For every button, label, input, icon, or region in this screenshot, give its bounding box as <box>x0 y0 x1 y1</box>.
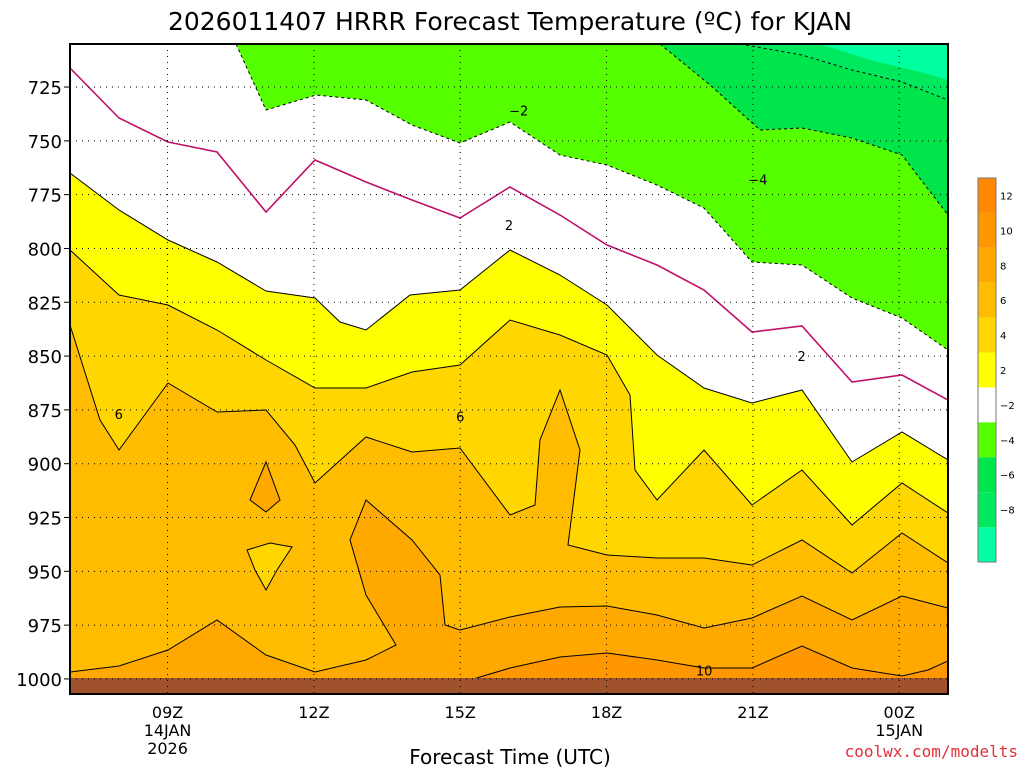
colorbar-segment <box>978 387 996 423</box>
y-tick-label: 1000 <box>16 670 62 691</box>
y-tick-label: 825 <box>28 293 62 314</box>
fill-darkorange-8 <box>70 500 948 694</box>
fill-pocket-darkorange <box>250 462 280 512</box>
colorbar-frame <box>977 177 997 563</box>
colorbar-label: −8 <box>1000 506 1015 517</box>
y-tick-label: 725 <box>28 78 62 99</box>
contour-10 <box>469 645 948 681</box>
colorbar-segment <box>978 282 996 318</box>
contour-minus6 <box>739 44 948 101</box>
y-tick-label: 850 <box>28 347 62 368</box>
colorbar-label: −4 <box>1000 436 1015 447</box>
x-axis-label: Forecast Time (UTC) <box>409 745 611 768</box>
colorbar-segment <box>978 492 996 528</box>
colorbar-label: 6 <box>1000 296 1006 307</box>
colorbar-segment <box>978 247 996 283</box>
colorbar-segment <box>978 422 996 458</box>
x-tick-date: 15JAN <box>875 721 923 740</box>
y-tick-label: 800 <box>28 239 62 260</box>
fill-pocket-lightorange <box>247 543 292 590</box>
contour-label: 2 <box>798 350 806 365</box>
colorbar-label: 4 <box>1000 331 1006 342</box>
y-tick-label: 750 <box>28 132 62 153</box>
colorbar-segment <box>978 178 996 213</box>
contour-8 <box>70 499 948 673</box>
colorbar-segment <box>978 212 996 248</box>
chart-title: 2026011407 HRRR Forecast Temperature (ºC… <box>168 7 852 36</box>
x-tick-label: 00Z <box>884 703 915 722</box>
contour-label: 6 <box>115 408 123 423</box>
colorbar-label: 8 <box>1000 261 1006 272</box>
contour-4 <box>70 249 948 526</box>
y-tick-label: 875 <box>28 401 62 422</box>
colorbar-segment <box>978 317 996 353</box>
contour-pocket-4 <box>246 542 293 592</box>
x-tick-year: 2026 <box>147 739 188 758</box>
contour-label: −4 <box>748 174 767 189</box>
contour-label: 10 <box>696 664 713 679</box>
colorbar-segment <box>978 352 996 388</box>
y-tick-label: 925 <box>28 509 62 530</box>
y-tick-label: 775 <box>28 186 62 207</box>
x-tick-label: 15Z <box>445 703 476 722</box>
y-tick-label: 975 <box>28 616 62 637</box>
x-tick-label: 21Z <box>737 703 768 722</box>
x-tick-label: 09Z <box>152 703 183 722</box>
colorbar-label: 12 <box>1000 191 1013 202</box>
x-tick-label: 12Z <box>298 703 329 722</box>
colorbar-segment <box>978 527 996 562</box>
contour-minus2 <box>235 44 948 351</box>
fill-orange-6 <box>70 325 948 694</box>
contour-label: 2 <box>505 219 513 234</box>
colorbar-label: −2 <box>1000 401 1015 412</box>
contour-pocket-8 <box>249 460 281 513</box>
contour-6 <box>70 324 948 574</box>
contour-label: −2 <box>509 105 528 120</box>
y-tick-label: 950 <box>28 562 62 583</box>
colorbar-segment <box>978 457 996 493</box>
contour-2 <box>70 172 948 463</box>
x-tick-label: 18Z <box>591 703 622 722</box>
x-tick-date: 14JAN <box>144 721 192 740</box>
colorbar-label: −6 <box>1000 471 1015 482</box>
fill-green-minus4 <box>660 44 948 215</box>
credit-text: coolwx.com/modelts <box>845 742 1018 761</box>
contour-zero <box>70 67 948 401</box>
contour-minus4 <box>659 44 948 216</box>
grid-lines <box>64 44 948 694</box>
surface-band <box>70 678 948 694</box>
colorbar-label: 2 <box>1000 366 1006 377</box>
color-scale-bar: 12 10 8 6 4 2 −2 −4 −6 −8 <box>977 177 1015 563</box>
y-tick-label: 900 <box>28 455 62 476</box>
contour-label: 6 <box>456 410 464 425</box>
plot-frame <box>69 43 949 695</box>
colorbar-label: 10 <box>1000 226 1013 237</box>
fill-aqua-minus8 <box>820 44 948 80</box>
